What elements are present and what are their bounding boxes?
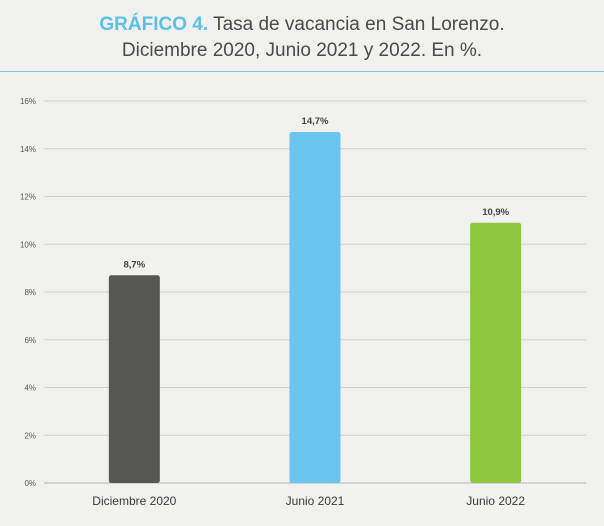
bar — [470, 222, 522, 483]
bar — [108, 275, 160, 483]
data-label: 10,9% — [482, 207, 509, 218]
x-tick-label: Junio 2021 — [286, 494, 345, 508]
y-tick-label: 2% — [24, 431, 36, 440]
y-tick-label: 14% — [20, 145, 36, 154]
title-main: Tasa de vacancia en San Lorenzo. — [213, 14, 505, 35]
title-prefix: GRÁFICO 4. — [99, 14, 209, 35]
x-tick-label: Junio 2022 — [466, 494, 525, 508]
y-tick-label: 16% — [20, 97, 36, 106]
title-divider — [0, 71, 604, 72]
title-line-2: Diciembre 2020, Junio 2021 y 2022. En %. — [121, 40, 483, 61]
y-tick-label: 4% — [24, 384, 36, 393]
data-label: 8,7% — [124, 259, 146, 270]
data-label: 14,7% — [302, 116, 329, 127]
bar — [289, 132, 341, 483]
y-tick-label: 10% — [20, 240, 36, 249]
chart-title: GRÁFICO 4. Tasa de vacancia en San Loren… — [0, 12, 604, 64]
x-tick-label: Diciembre 2020 — [92, 494, 176, 508]
y-tick-label: 12% — [20, 193, 36, 202]
y-tick-label: 6% — [24, 336, 36, 345]
title-line-1: GRÁFICO 4. Tasa de vacancia en San Loren… — [0, 12, 604, 38]
y-tick-label: 8% — [24, 288, 36, 297]
y-tick-label: 0% — [24, 479, 36, 488]
